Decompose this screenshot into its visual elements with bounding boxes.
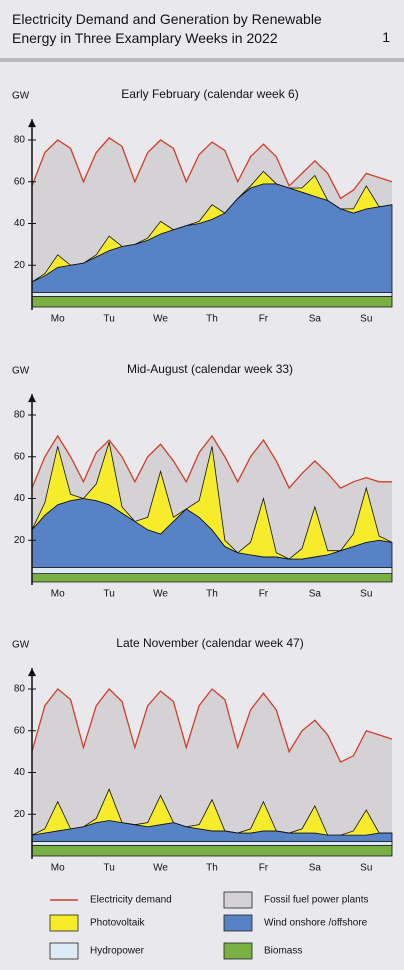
x-tick-label: We [153, 589, 168, 600]
page-number: 1 [382, 29, 390, 45]
x-tick-label: Tu [103, 863, 114, 874]
legend-label: Photovoltaik [90, 918, 145, 929]
legend-swatch [223, 942, 253, 960]
x-tick-label: Mo [51, 589, 65, 600]
legend-swatch [223, 914, 253, 932]
y-axis-arrow [28, 668, 36, 677]
y-tick-label: 20 [14, 535, 26, 546]
x-tick-label: Th [206, 863, 218, 874]
y-axis-arrow [28, 394, 36, 403]
x-tick-label: Fr [259, 589, 269, 600]
x-tick-label: Th [206, 589, 218, 600]
header-rule [0, 58, 404, 62]
legend-label: Biomass [264, 946, 302, 957]
area-3 [31, 788, 392, 836]
y-tick-label: 40 [14, 218, 26, 229]
x-tick-label: Fr [259, 863, 269, 874]
chart-title: Mid-August (calendar week 33) [127, 362, 293, 376]
x-tick-label: We [153, 863, 168, 874]
area-1 [31, 291, 393, 297]
y-tick-label: 80 [14, 135, 26, 146]
y-tick-label: 20 [14, 260, 26, 271]
legend-label: Hydropower [90, 946, 145, 957]
legend-swatch [49, 914, 79, 932]
legend-label: Fossil fuel power plants [264, 895, 369, 906]
demand-line [31, 688, 393, 763]
x-tick-label: Fr [259, 314, 269, 325]
y-tick-label: 40 [14, 493, 26, 504]
y-tick-label: 60 [14, 451, 26, 462]
x-tick-label: Su [360, 314, 372, 325]
x-tick-label: Su [360, 863, 372, 874]
chart-title: Early February (calendar week 6) [121, 87, 298, 101]
x-tick-label: Tu [103, 589, 114, 600]
y-axis-label: GW [12, 640, 30, 651]
area-3 [31, 442, 393, 560]
area-0 [31, 845, 393, 857]
area-1 [31, 566, 393, 575]
x-tick-label: Mo [51, 314, 65, 325]
legend-swatch [49, 942, 79, 960]
x-tick-label: Sa [309, 589, 322, 600]
x-tick-label: Mo [51, 863, 65, 874]
area-1 [31, 840, 393, 846]
x-tick-label: Sa [309, 314, 322, 325]
legend-label: Wind onshore /offshore [264, 918, 368, 929]
area-3 [31, 170, 393, 283]
y-axis-arrow [28, 119, 36, 128]
x-tick-label: Sa [309, 863, 322, 874]
x-tick-label: Th [206, 314, 218, 325]
y-tick-label: 80 [14, 410, 26, 421]
y-tick-label: 60 [14, 176, 26, 187]
area-0 [31, 296, 393, 308]
legend-swatch [223, 891, 253, 909]
y-axis-label: GW [12, 366, 30, 377]
page-title: Electricity Demand and Generation by Ren… [12, 11, 322, 46]
x-tick-label: Tu [103, 314, 114, 325]
y-tick-label: 60 [14, 725, 26, 736]
y-tick-label: 40 [14, 767, 26, 778]
chart-title: Late November (calendar week 47) [116, 636, 303, 650]
demand-line [31, 137, 393, 200]
x-tick-label: We [153, 314, 168, 325]
demand-line [31, 434, 392, 490]
x-tick-label: Su [360, 589, 372, 600]
y-tick-label: 80 [14, 684, 26, 695]
area-0 [31, 573, 393, 583]
y-axis-label: GW [12, 91, 30, 102]
legend-label: Electricity demand [90, 895, 172, 906]
y-tick-label: 20 [14, 809, 26, 820]
